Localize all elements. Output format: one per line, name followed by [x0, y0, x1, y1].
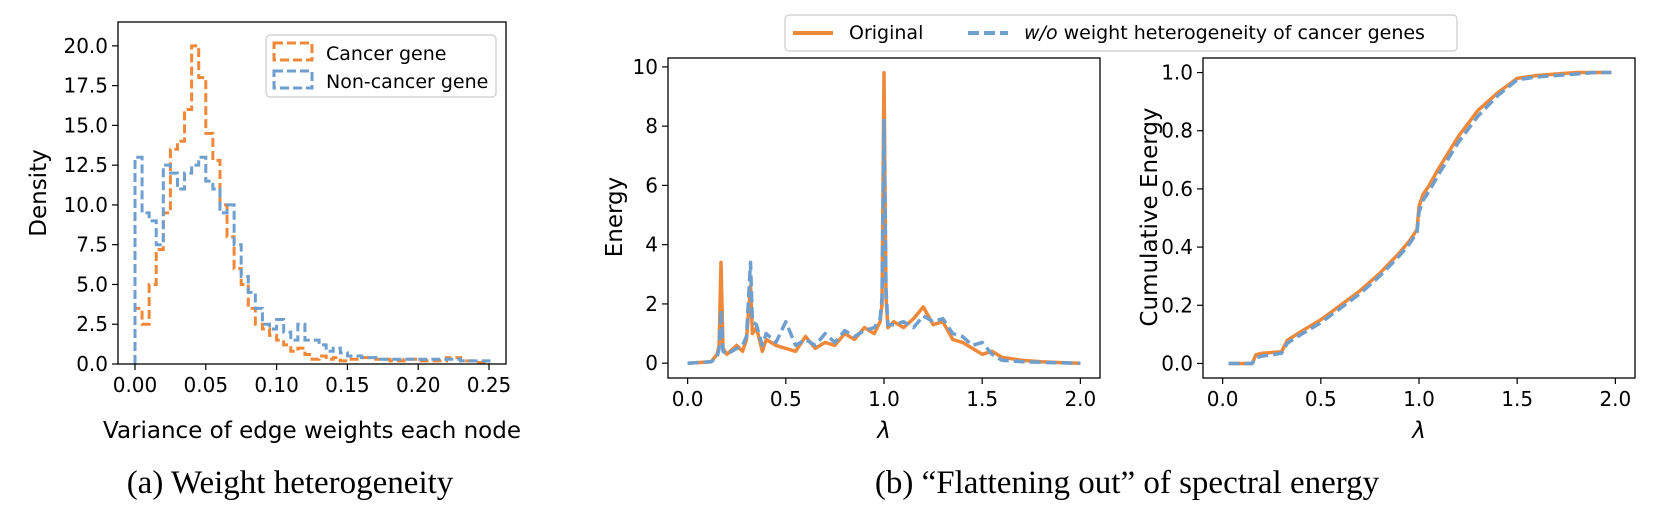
histogram-series-cancer	[133, 44, 491, 364]
energy-ytick-label: 4	[645, 233, 658, 257]
cumulative-xlabel: λ	[1410, 418, 1426, 444]
energy-xtick-label: 0.0	[672, 387, 704, 411]
cumulative-marks	[1228, 70, 1612, 366]
histogram-ytick-label: 12.5	[63, 153, 108, 177]
energy-ytick-label: 8	[645, 114, 658, 138]
histogram-xtick-label: 0.00	[113, 373, 158, 397]
cumulative-ytick-label: 0.4	[1161, 235, 1193, 259]
energy-panel: 0.0 0.5 1.0 1.5 2.0 0 2 4 6 8 10 λ Energy	[602, 55, 1101, 444]
histogram-ylabel: Density	[26, 149, 52, 236]
legend-label-cancer: Cancer gene	[326, 43, 446, 65]
energy-ytick-label: 0	[645, 351, 658, 375]
energy-xtick-label: 0.5	[770, 387, 802, 411]
energy-xtick-label: 1.0	[868, 387, 900, 411]
histogram-marks	[133, 44, 491, 364]
energy-xlabel: λ	[875, 418, 891, 444]
energy-xtick-label: 1.5	[966, 387, 998, 411]
cumulative-ticks: 0.0 0.5 1.0 1.5 2.0 0.0 0.2 0.4 0.6 0.8 1.0	[1161, 61, 1631, 411]
histogram-ytick-label: 17.5	[63, 74, 108, 98]
cumulative-xtick-label: 2.0	[1599, 387, 1631, 411]
cumulative-ytick-label: 1.0	[1161, 61, 1193, 85]
energy-ytick-label: 10	[633, 55, 658, 79]
histogram-panel: 0.00 0.05 0.10 0.15 0.20 0.25 0.0 2.5 5.0 7.5 10.0…	[26, 21, 521, 501]
shared-legend-box	[784, 14, 1458, 52]
histogram-frame	[117, 21, 507, 365]
caption-b: (b) “Flattening out” of spectral energy	[875, 465, 1380, 501]
histogram-ytick-label: 10.0	[63, 193, 108, 217]
legend-label-noncancer: Non-cancer gene	[326, 71, 488, 93]
energy-ticks: 0.0 0.5 1.0 1.5 2.0 0 2 4 6 8 10	[633, 55, 1097, 411]
legend-label-original: Original	[849, 22, 923, 44]
cumulative-ytick-label: 0.6	[1161, 177, 1193, 201]
energy-series-original	[687, 71, 1081, 365]
histogram-legend-box	[265, 34, 497, 98]
cumulative-xtick-label: 0.0	[1207, 387, 1239, 411]
cumulative-panel: 0.0 0.5 1.0 1.5 2.0 0.0 0.2 0.4 0.6 0.8 1.0 λ Cumu…	[1137, 57, 1636, 444]
histogram-ytick-label: 7.5	[76, 233, 108, 257]
cumulative-xtick-label: 0.5	[1305, 387, 1337, 411]
shared-legend: Original w/o weight heterogeneity of can…	[784, 14, 1458, 52]
histogram-xlabel: Variance of edge weights each node	[103, 418, 521, 444]
histogram-xtick-label: 0.25	[467, 373, 512, 397]
cumulative-ytick-label: 0.2	[1161, 293, 1193, 317]
histogram-ytick-label: 5.0	[76, 272, 108, 296]
histogram-ytick-label: 0.0	[76, 352, 108, 376]
legend-label-wo-italic: w/o	[1024, 22, 1058, 44]
histogram-xtick-label: 0.20	[396, 373, 441, 397]
histogram-xtick-label: 0.10	[254, 373, 299, 397]
cumulative-ylabel: Cumulative Energy	[1137, 107, 1163, 326]
caption-a: (a) Weight heterogeneity	[127, 465, 454, 501]
cumulative-xtick-label: 1.5	[1501, 387, 1533, 411]
histogram-ytick-label: 2.5	[76, 312, 108, 336]
histogram-ytick-label: 20.0	[63, 34, 108, 58]
legend-label-wo-rest: weight heterogeneity of cancer genes	[1058, 22, 1425, 44]
cumulative-xtick-label: 1.0	[1403, 387, 1435, 411]
legend-swatch-cancer	[272, 41, 314, 62]
cumulative-ytick-label: 0.8	[1161, 119, 1193, 143]
histogram-xtick-label: 0.15	[325, 373, 370, 397]
cumulative-series-wo	[1228, 70, 1612, 366]
energy-series-wo	[687, 118, 1081, 365]
cumulative-series-original	[1228, 70, 1612, 366]
histogram-ticks: 0.00 0.05 0.10 0.15 0.20 0.25 0.0 2.5 5.0 7.5 10.0…	[63, 34, 511, 397]
energy-xtick-label: 2.0	[1064, 387, 1096, 411]
energy-ytick-label: 6	[645, 173, 658, 197]
energy-marks	[687, 71, 1081, 365]
cumulative-ytick-label: 0.0	[1161, 351, 1193, 375]
histogram-legend: Cancer gene Non-cancer gene	[265, 34, 497, 98]
energy-ytick-label: 2	[645, 292, 658, 316]
legend-label-wo: w/o weight heterogeneity of cancer genes	[1024, 22, 1425, 44]
legend-swatch-noncancer	[272, 69, 314, 90]
histogram-ytick-label: 15.0	[63, 113, 108, 137]
histogram-xtick-label: 0.05	[184, 373, 229, 397]
histogram-series-noncancer	[133, 155, 491, 364]
energy-ylabel: Energy	[602, 177, 628, 258]
